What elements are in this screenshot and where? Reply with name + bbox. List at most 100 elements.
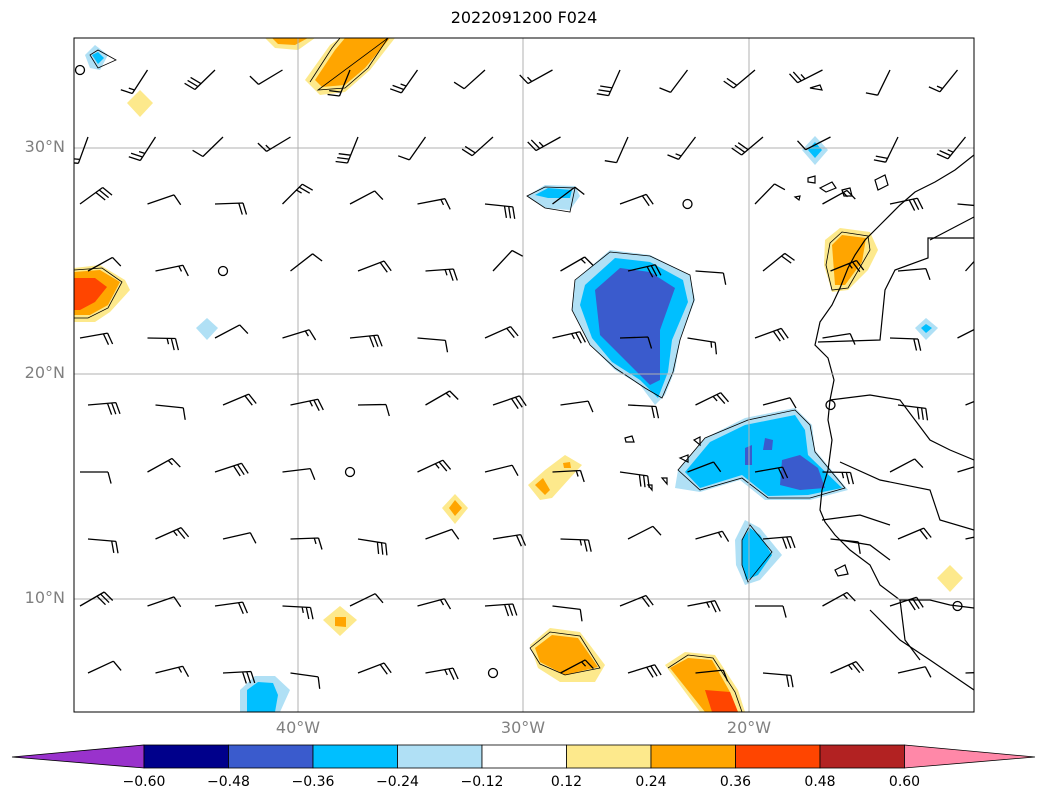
graticule: [74, 38, 974, 712]
wind-barb: [928, 69, 959, 93]
wind-barb: [222, 393, 257, 406]
colorbar-segment: [735, 744, 821, 769]
wind-barb: [417, 337, 449, 353]
wind-barb: [822, 332, 856, 345]
positive-anomaly-region: [272, 38, 308, 45]
colorbar-min-extension: [11, 744, 145, 769]
wind-barb: [349, 334, 383, 348]
wind-barb: [830, 661, 865, 674]
wind-barb: [897, 666, 932, 678]
contour-line: [677, 409, 846, 499]
wind-barb: [619, 594, 654, 608]
island: [793, 195, 801, 202]
wind-barb: [754, 327, 789, 342]
calm-wind-marker: [487, 667, 499, 679]
wind-barb: [897, 404, 929, 421]
contour-line: [89, 49, 117, 69]
wind-barb: [596, 69, 621, 97]
wind-barb: [214, 324, 249, 339]
colorbar-segment: [143, 744, 229, 769]
contour-line: [571, 251, 695, 399]
wind-barb: [147, 337, 180, 351]
filled-contours: [74, 38, 963, 712]
positive-anomaly-region: [563, 462, 571, 468]
colorbar-max-extension: [904, 744, 1036, 769]
wind-barb: [619, 471, 650, 488]
border: [821, 514, 891, 526]
colorbar-tick-label: −0.60: [122, 774, 166, 790]
wind-barb: [897, 267, 931, 281]
colorbar-segment: [819, 744, 905, 769]
wind-barb: [282, 329, 317, 341]
wind-barb: [327, 69, 351, 97]
colorbar-segment: [481, 744, 567, 769]
wind-barb: [282, 605, 314, 620]
wind-barb: [762, 672, 794, 688]
wind-barb: [659, 69, 689, 94]
wind-barb: [74, 136, 89, 164]
lon-label-20w: 20°W: [726, 718, 772, 737]
wind-barbs: [74, 64, 974, 689]
wind-barb: [754, 183, 786, 205]
wind-barb: [873, 136, 899, 163]
wind-barb: [604, 136, 629, 164]
contour-lines: [74, 38, 871, 712]
colorbar-tick-label: 0.12: [550, 774, 583, 790]
wind-barb: [822, 189, 856, 205]
wind-barb: [552, 331, 586, 344]
wind-barb: [425, 268, 458, 281]
contour-line: [526, 186, 576, 213]
map-frame: [73, 37, 975, 713]
wind-barb: [335, 136, 359, 164]
wind-barb: [965, 260, 974, 272]
wind-barb: [87, 660, 122, 674]
colorbar-tick-label: −0.48: [207, 774, 250, 790]
calm-wind-marker: [952, 600, 963, 612]
wind-barb: [667, 136, 697, 161]
border: [869, 609, 974, 691]
wind-barb: [389, 69, 419, 94]
map-title: 2022091200 F024: [450, 8, 598, 27]
colorbar-segment: [397, 744, 483, 769]
positive-anomaly-region: [535, 635, 598, 675]
wind-barb: [687, 461, 722, 473]
map-background: [74, 38, 974, 712]
wind-barb: [257, 136, 291, 152]
wind-barb: [155, 404, 186, 420]
calm-wind-marker: [74, 64, 86, 76]
colorbar-tick-label: −0.12: [460, 774, 504, 790]
island: [646, 484, 653, 492]
wind-barb: [484, 603, 518, 617]
positive-anomaly-region: [705, 690, 738, 712]
contour-line: [529, 631, 601, 676]
map-content: [74, 38, 974, 712]
island: [624, 435, 635, 443]
wind-barb: [695, 270, 727, 285]
wind-barb: [417, 198, 451, 210]
wind-barb: [417, 598, 452, 610]
wind-barb: [461, 136, 494, 157]
lat-label-30n: 30°N: [24, 137, 65, 156]
wind-barb: [627, 664, 662, 678]
wind-barb: [492, 395, 527, 409]
wind-barb: [249, 69, 283, 85]
wind-barb: [357, 403, 390, 417]
contour-line: [667, 654, 743, 712]
colorbar-tick-label: −0.24: [376, 774, 419, 790]
colorbar: [11, 744, 1036, 769]
wind-barb: [731, 136, 764, 156]
border: [929, 216, 974, 241]
positive-anomaly-region: [335, 617, 346, 627]
contour-line: [309, 38, 389, 91]
wind-barb: [79, 591, 114, 607]
wind-barb: [222, 532, 257, 544]
wind-barb: [290, 672, 321, 689]
island: [874, 174, 889, 191]
wind-barb: [830, 538, 861, 554]
colorbar-segment: [566, 744, 652, 769]
wind-barb: [147, 457, 181, 473]
wind-barb: [627, 525, 662, 540]
negative-anomaly-region: [763, 438, 773, 450]
wind-barb: [79, 186, 113, 205]
wind-barb: [762, 535, 796, 549]
